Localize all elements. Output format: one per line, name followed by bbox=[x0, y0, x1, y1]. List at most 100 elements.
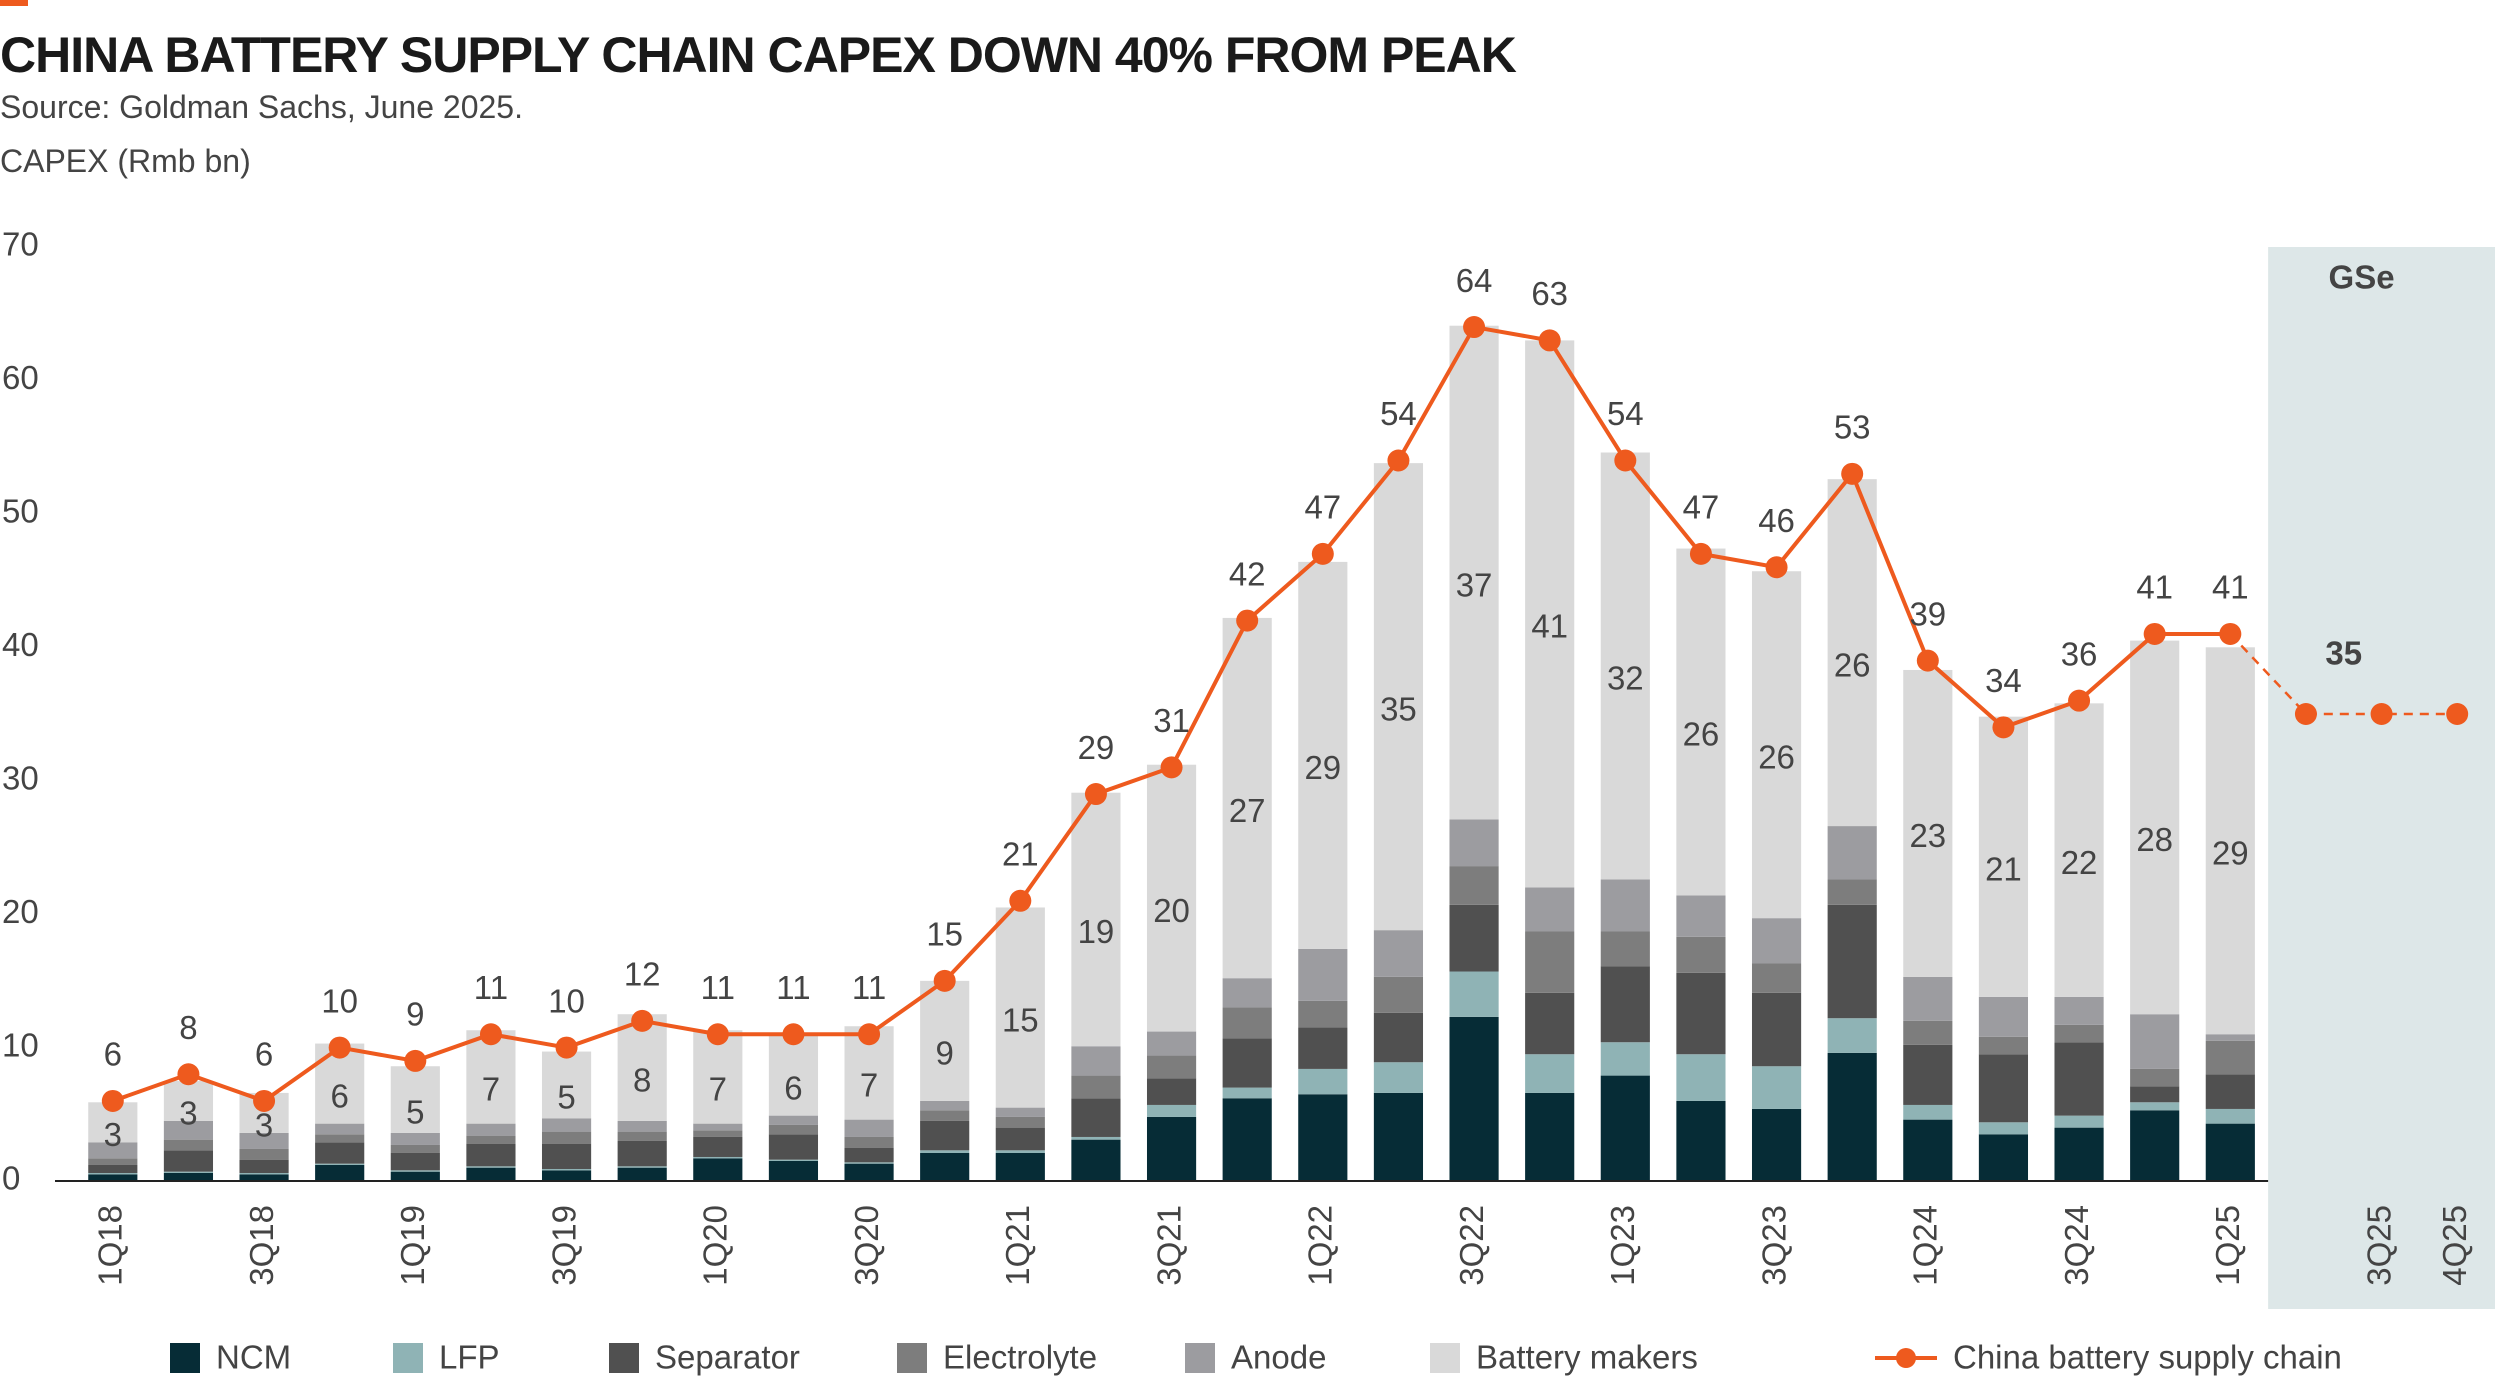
line-value-label: 10 bbox=[321, 982, 358, 1019]
bar-value-label: 21 bbox=[1985, 850, 2022, 887]
legend-swatch bbox=[1430, 1343, 1460, 1373]
bar-segment bbox=[2130, 1014, 2180, 1069]
bar-segment bbox=[1298, 1094, 1348, 1181]
bar-segment bbox=[390, 1132, 440, 1145]
line-point bbox=[933, 969, 956, 992]
bar-value-label: 8 bbox=[633, 1061, 651, 1098]
y-tick-label: 10 bbox=[2, 1026, 39, 1063]
line-point bbox=[782, 1023, 805, 1046]
bar-segment bbox=[88, 1172, 138, 1175]
bar-value-label: 7 bbox=[482, 1071, 500, 1108]
line-point bbox=[328, 1036, 351, 1059]
bar-segment bbox=[995, 1150, 1045, 1153]
line-value-label: 10 bbox=[548, 982, 585, 1019]
bar-segment bbox=[768, 1124, 819, 1135]
bar-segment bbox=[1373, 1062, 1424, 1093]
bar-value-label: 9 bbox=[936, 1035, 954, 1072]
bar-segment bbox=[88, 1174, 138, 1181]
forecast-annotation: GSe bbox=[2329, 259, 2395, 296]
line-point bbox=[1992, 716, 2015, 739]
bar-segment bbox=[2205, 1040, 2255, 1075]
bar-segment bbox=[390, 1066, 440, 1133]
bar-segment bbox=[1600, 931, 1650, 967]
bar-segment bbox=[1071, 1098, 1121, 1137]
bar-segment bbox=[163, 1172, 214, 1181]
bar-segment bbox=[1449, 1016, 1499, 1181]
bar-segment bbox=[1676, 1100, 1726, 1181]
x-tick-label: 1Q19 bbox=[394, 1205, 431, 1286]
bar-segment bbox=[1600, 879, 1650, 932]
x-tick-label: 3Q21 bbox=[1150, 1205, 1187, 1286]
bar-segment bbox=[1903, 1104, 1953, 1120]
bar-segment bbox=[1903, 1119, 1953, 1181]
bar-value-label: 29 bbox=[2212, 834, 2249, 871]
bar-segment bbox=[1449, 819, 1499, 867]
bar-segment bbox=[541, 1051, 592, 1119]
chart-subtitle: Source: Goldman Sachs, June 2025. bbox=[0, 89, 523, 125]
line-point bbox=[858, 1023, 881, 1046]
line-point bbox=[1614, 449, 1637, 472]
bar-segment bbox=[1903, 1044, 1953, 1105]
line-point bbox=[1084, 783, 1107, 806]
legend-label: NCM bbox=[216, 1339, 291, 1376]
line-value-label: 41 bbox=[2136, 569, 2173, 606]
bar-value-label: 6 bbox=[331, 1077, 349, 1114]
bar-segment bbox=[2205, 1108, 2255, 1124]
line-value-label: 36 bbox=[2061, 635, 2098, 672]
line-point bbox=[1009, 889, 1032, 912]
bar-segment bbox=[1373, 930, 1424, 977]
bar-value-label: 5 bbox=[406, 1093, 424, 1130]
bar-segment bbox=[920, 1150, 970, 1153]
forecast-shade bbox=[2268, 247, 2495, 1309]
bar-segment bbox=[1751, 1108, 1802, 1181]
bar-segment bbox=[1373, 463, 1424, 931]
x-tick-label: 1Q21 bbox=[999, 1205, 1036, 1286]
line-point bbox=[631, 1009, 654, 1032]
bar-segment bbox=[541, 1143, 592, 1169]
line-point bbox=[253, 1089, 276, 1112]
legend-marker bbox=[1896, 1348, 1916, 1368]
bar-segment bbox=[995, 1116, 1045, 1128]
bar-segment bbox=[1676, 1054, 1726, 1101]
bar-segment bbox=[1978, 1054, 2029, 1123]
bar-segment bbox=[1146, 1031, 1197, 1056]
bar-segment bbox=[88, 1164, 138, 1173]
y-tick-label: 70 bbox=[2, 226, 39, 263]
bar-value-label: 26 bbox=[1758, 738, 1795, 775]
bar-segment bbox=[2130, 640, 2180, 1015]
legend-label: Battery makers bbox=[1476, 1339, 1698, 1376]
line-point bbox=[555, 1036, 578, 1059]
bar-segment bbox=[466, 1123, 516, 1136]
bar-segment bbox=[2130, 1110, 2180, 1181]
bar-segment bbox=[995, 1127, 1045, 1151]
line-value-label: 9 bbox=[406, 996, 424, 1033]
line-point bbox=[101, 1089, 124, 1112]
bar-segment bbox=[239, 1172, 289, 1175]
line-point bbox=[1387, 449, 1410, 472]
bar-segment bbox=[2130, 1068, 2180, 1087]
line-point bbox=[1463, 316, 1486, 339]
line-point bbox=[1841, 462, 1864, 485]
bar-segment bbox=[541, 1118, 592, 1132]
bar-segment bbox=[1978, 1036, 2029, 1055]
line-point bbox=[706, 1023, 729, 1046]
bar-segment bbox=[1449, 904, 1499, 972]
line-value-label: 15 bbox=[926, 916, 963, 953]
line-value-label: 12 bbox=[624, 956, 661, 993]
bar-segment bbox=[1298, 1000, 1348, 1028]
bar-value-label: 26 bbox=[1834, 646, 1871, 683]
line-value-label: 63 bbox=[1531, 275, 1568, 312]
bar-value-label: 26 bbox=[1683, 716, 1720, 753]
bar-segment bbox=[1146, 1104, 1197, 1117]
legend-label: China battery supply chain bbox=[1953, 1339, 2342, 1376]
bar-segment bbox=[920, 1100, 970, 1111]
legend-label: Separator bbox=[655, 1339, 800, 1376]
bar-segment bbox=[693, 1030, 743, 1124]
bar-segment bbox=[844, 1163, 894, 1181]
legend-label: Anode bbox=[1231, 1339, 1326, 1376]
bar-segment bbox=[1978, 996, 2029, 1037]
x-tick-label: 3Q24 bbox=[2058, 1205, 2095, 1286]
bar-segment bbox=[844, 1136, 894, 1148]
bar-value-label: 5 bbox=[557, 1079, 575, 1116]
